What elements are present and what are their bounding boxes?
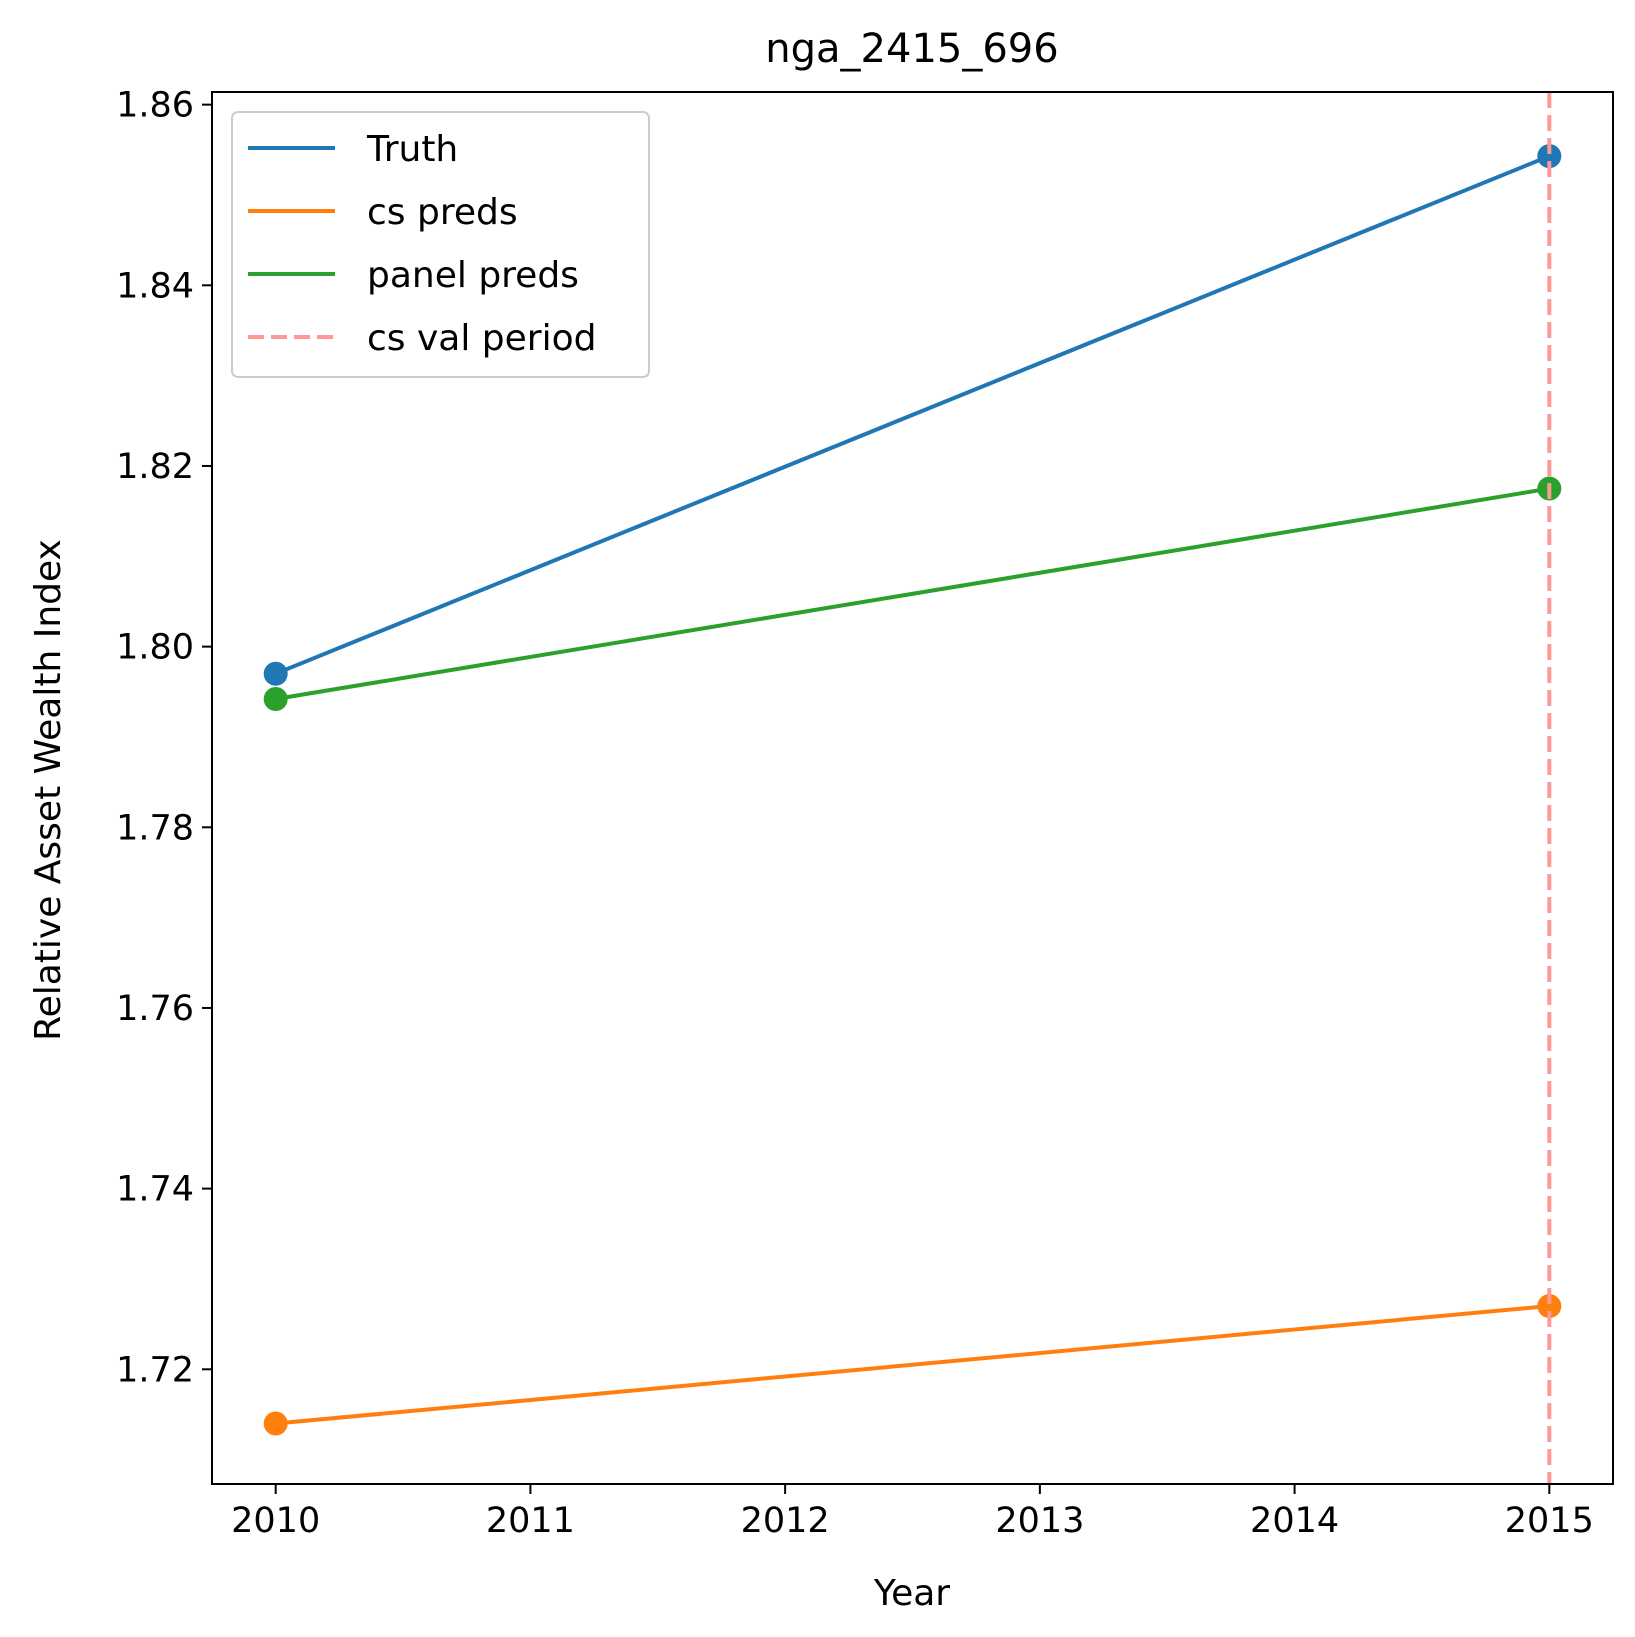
x-tick-label: 2013 xyxy=(995,1501,1084,1541)
x-tick-label: 2015 xyxy=(1505,1501,1594,1541)
legend-label-cs-val-period: cs val period xyxy=(367,318,596,359)
y-tick-label: 1.72 xyxy=(116,1350,194,1390)
truth-series-line xyxy=(274,154,1551,676)
cs-preds-series-line xyxy=(275,1304,1550,1426)
cs-preds-data-point xyxy=(1537,1294,1562,1319)
y-axis-label: Relative Asset Wealth Index xyxy=(28,539,69,1041)
panel-preds-data-point xyxy=(263,687,288,712)
legend-box xyxy=(231,111,650,378)
legend: Truth cs preds panel preds cs val period xyxy=(231,111,650,378)
y-tick-label: 1.80 xyxy=(116,628,194,668)
y-tick-label: 1.78 xyxy=(116,808,194,848)
plot-area xyxy=(263,92,1562,1484)
x-tick-label: 2011 xyxy=(486,1501,575,1541)
axes-frame xyxy=(211,91,1614,1485)
x-tick-label: 2012 xyxy=(741,1501,830,1541)
y-tick-label: 1.86 xyxy=(116,86,194,126)
legend-label-panel-preds: panel preds xyxy=(367,255,579,296)
truth-data-point xyxy=(263,661,288,686)
cs-preds-data-point xyxy=(263,1411,288,1436)
legend-label-truth: Truth xyxy=(366,129,458,170)
y-tick-label: 1.82 xyxy=(116,447,194,487)
y-tick-label: 1.84 xyxy=(116,266,194,306)
x-tick-label: 2014 xyxy=(1250,1501,1339,1541)
x-axis-label: Year xyxy=(873,1573,950,1614)
panel-preds-series-line xyxy=(275,486,1550,701)
chart-title: nga_2415_696 xyxy=(765,26,1058,72)
axis-ticks: 2010 2011 2012 2013 2014 2015 1.72 1.74 1.76 1.78… xyxy=(116,86,1594,1541)
legend-label-cs-preds: cs preds xyxy=(367,192,518,233)
x-tick-label: 2010 xyxy=(231,1501,320,1541)
truth-data-point xyxy=(1537,144,1562,169)
y-tick-label: 1.76 xyxy=(116,989,194,1029)
y-tick-label: 1.74 xyxy=(116,1170,194,1210)
